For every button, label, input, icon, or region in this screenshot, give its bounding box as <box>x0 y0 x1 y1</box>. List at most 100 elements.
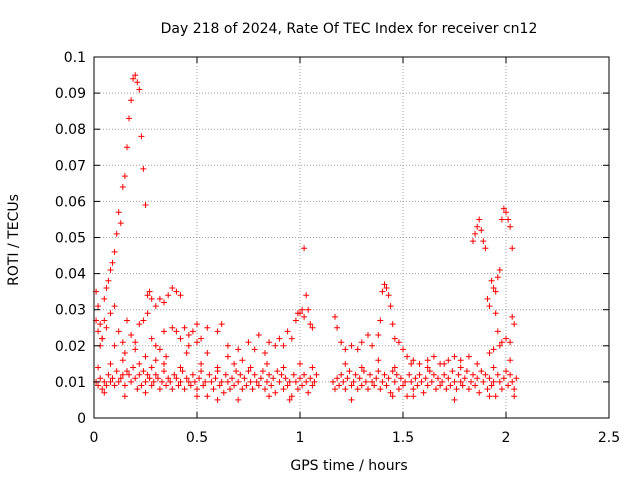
data-point <box>204 324 211 331</box>
data-point <box>435 375 441 382</box>
data-point <box>278 371 285 378</box>
data-point <box>494 371 501 378</box>
data-point <box>115 378 122 385</box>
data-point <box>128 332 135 338</box>
data-point <box>191 378 198 385</box>
data-point <box>389 393 396 400</box>
data-point <box>152 357 159 364</box>
data-point <box>430 371 437 378</box>
data-point <box>383 285 390 291</box>
data-point <box>121 350 128 356</box>
y-tick-label: 0.02 <box>55 339 86 355</box>
data-point <box>476 389 483 396</box>
data-point <box>148 382 155 389</box>
data-point <box>121 382 128 389</box>
data-point <box>474 223 481 230</box>
data-point <box>194 386 200 393</box>
data-point <box>330 378 336 385</box>
data-point <box>393 371 400 378</box>
data-point <box>103 324 110 331</box>
data-point <box>231 360 238 367</box>
data-point <box>445 375 452 382</box>
data-point <box>420 389 427 396</box>
data-point <box>144 371 151 378</box>
data-point <box>346 368 353 375</box>
data-point <box>280 364 287 371</box>
data-point <box>385 292 392 299</box>
data-point <box>136 360 143 367</box>
data-point <box>468 378 474 385</box>
data-point <box>486 393 493 400</box>
axis-ticks: 0 0.5 1 1.5 2 2.5 0 0.01 0.02 0.03 0.04 0.05 0.06 0.0… <box>55 50 620 446</box>
data-point <box>109 259 116 266</box>
data-point <box>509 313 516 320</box>
data-point <box>511 393 518 400</box>
data-point <box>101 378 108 385</box>
data-points <box>93 72 520 403</box>
data-point <box>124 144 130 151</box>
data-point <box>183 350 190 356</box>
data-point <box>416 371 423 378</box>
data-point <box>486 350 493 356</box>
data-point <box>395 339 402 346</box>
data-point <box>375 368 382 375</box>
data-point <box>445 357 452 364</box>
data-point <box>484 386 491 393</box>
data-point <box>101 295 108 302</box>
data-point <box>115 328 122 335</box>
data-point <box>412 375 419 382</box>
data-point <box>233 368 240 375</box>
data-point <box>239 357 246 364</box>
data-point <box>97 321 104 328</box>
data-point <box>365 386 371 393</box>
data-point <box>146 288 153 295</box>
data-point <box>257 375 264 382</box>
data-point <box>95 364 102 371</box>
y-tick-label: 0.07 <box>55 158 86 174</box>
data-point <box>181 324 188 331</box>
data-point <box>336 382 343 389</box>
data-point <box>185 332 192 338</box>
data-point <box>480 238 487 245</box>
y-axis-label: ROTI / TECUs <box>6 194 22 286</box>
data-point <box>509 378 516 385</box>
data-point <box>381 371 388 378</box>
data-point <box>266 393 273 400</box>
data-point <box>338 339 345 346</box>
data-point <box>294 386 301 393</box>
data-point <box>124 317 130 324</box>
chart-title: Day 218 of 2024, Rate Of TEC Index for r… <box>161 21 538 37</box>
data-point <box>198 368 205 375</box>
data-point <box>101 389 108 396</box>
data-point <box>282 375 289 382</box>
data-point <box>457 364 464 371</box>
data-point <box>408 378 415 385</box>
data-point <box>111 342 118 349</box>
data-point <box>198 360 205 367</box>
x-tick-label: 2 <box>502 430 511 446</box>
data-point <box>507 223 514 230</box>
data-point <box>103 285 110 291</box>
data-point <box>498 386 505 393</box>
data-point <box>309 382 316 389</box>
data-point <box>111 248 118 255</box>
data-point <box>486 303 493 310</box>
data-point <box>447 382 454 389</box>
data-point <box>235 346 242 353</box>
data-point <box>224 378 231 385</box>
data-point <box>299 382 306 389</box>
data-point <box>224 353 231 360</box>
data-point <box>119 371 126 378</box>
data-point <box>128 378 135 385</box>
data-point <box>136 371 143 378</box>
data-point <box>286 396 293 403</box>
data-point <box>377 317 384 324</box>
data-point <box>117 220 124 227</box>
data-point <box>169 386 176 393</box>
data-point <box>185 378 192 385</box>
data-point <box>280 386 287 393</box>
data-point <box>478 368 485 375</box>
x-tick-label: 2.5 <box>598 430 620 446</box>
data-point <box>498 216 505 223</box>
data-point <box>478 227 485 234</box>
